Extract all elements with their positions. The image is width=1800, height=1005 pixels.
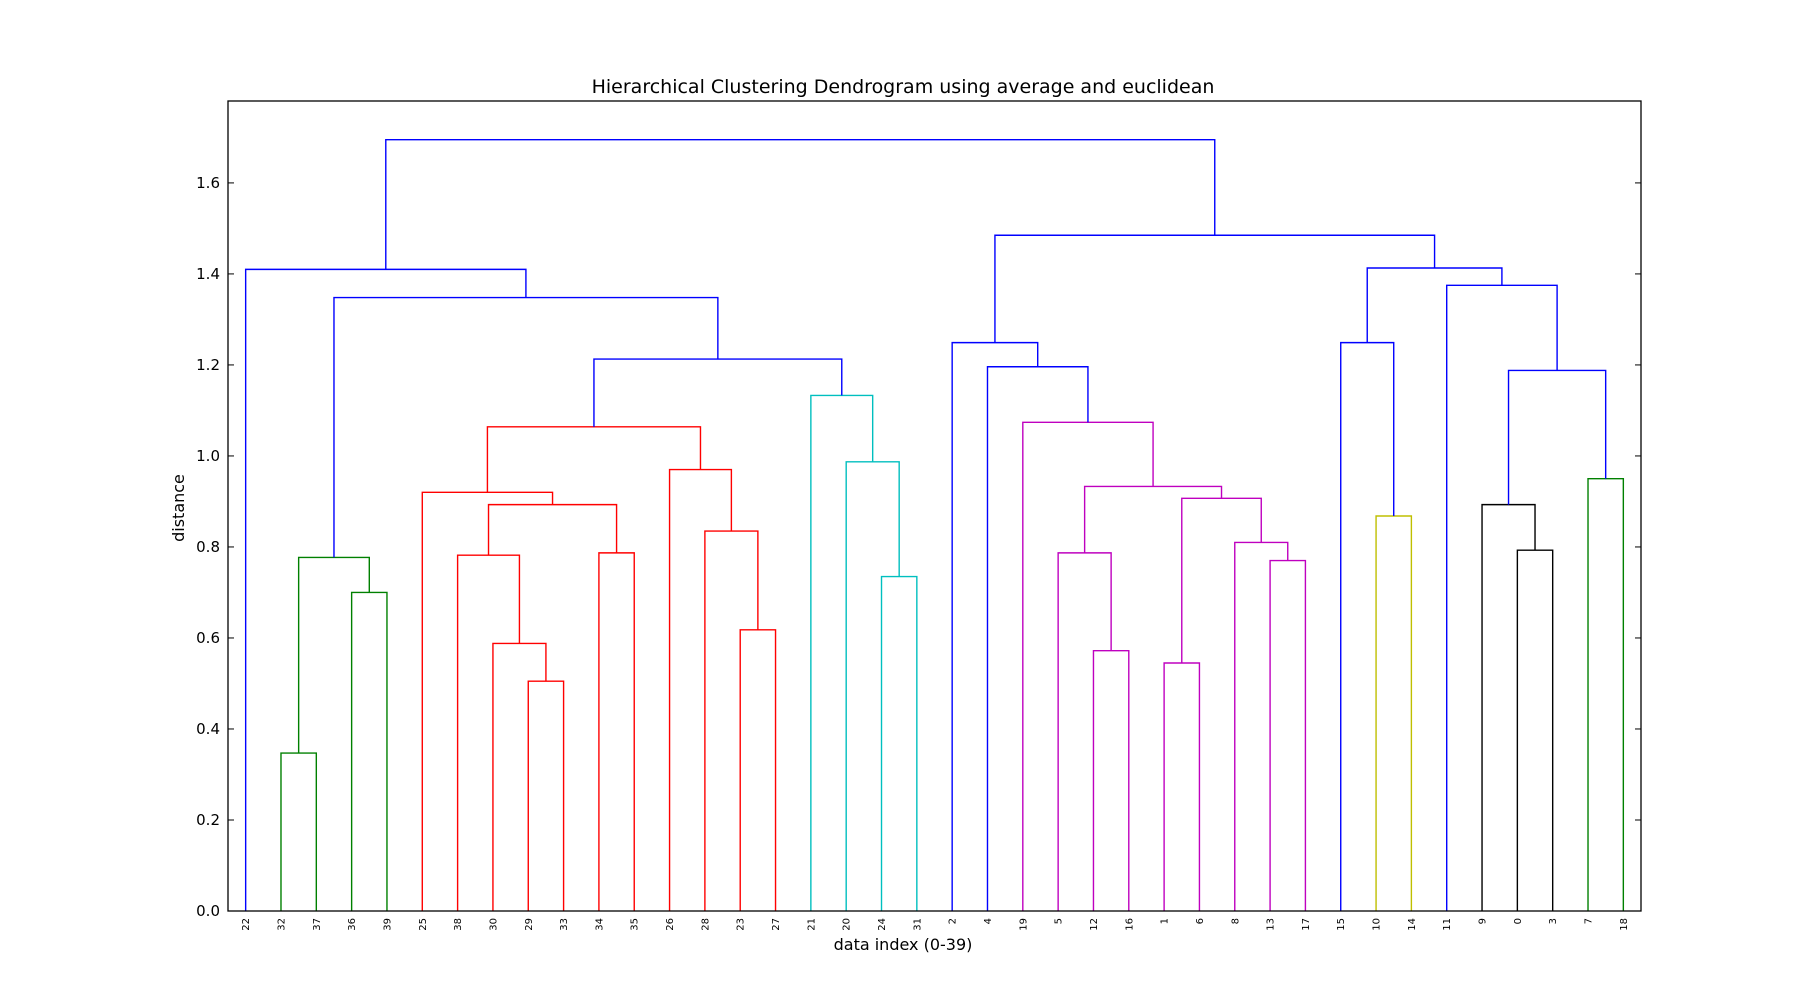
dendrogram-link-23 xyxy=(1234,541,1289,911)
dendrogram-link-26 xyxy=(1022,421,1154,911)
y-tick-label-3: 0.6 xyxy=(196,629,220,647)
dendrogram-link-37 xyxy=(994,234,1436,343)
x-tick-label-14: 23 xyxy=(736,918,747,931)
x-tick-label-18: 24 xyxy=(877,918,888,931)
x-axis-label: data index (0-39) xyxy=(834,935,973,954)
x-tick-label-2: 37 xyxy=(312,918,323,931)
x-tick-label-24: 12 xyxy=(1089,918,1100,931)
x-tick-label-4: 39 xyxy=(382,918,393,931)
dendrogram-link-13 xyxy=(880,575,918,911)
y-tick-label-5: 1.0 xyxy=(196,447,220,465)
x-tick-label-31: 15 xyxy=(1336,918,1347,931)
x-tick-label-22: 19 xyxy=(1018,918,1029,931)
dendrogram-link-31 xyxy=(1516,549,1554,911)
dendrogram-link-36 xyxy=(1366,267,1503,343)
y-axis-ticks: 0.0 0.2 0.4 0.6 0.8 1.0 1.2 1.4 1.6 xyxy=(196,174,1641,920)
dendrogram-link-6 xyxy=(598,552,635,911)
y-tick-label-7: 1.4 xyxy=(196,265,220,283)
x-tick-label-23: 5 xyxy=(1054,918,1065,924)
dendrogram-link-1 xyxy=(350,591,388,911)
plot-frame xyxy=(227,100,1642,912)
dendrogram-link-10 xyxy=(704,530,759,911)
dendrogram-link-12 xyxy=(486,426,702,493)
x-tick-label-5: 25 xyxy=(418,918,429,931)
dendrogram-link-5 xyxy=(456,554,521,911)
dendrogram-link-22 xyxy=(1269,559,1307,911)
x-tick-label-38: 7 xyxy=(1584,918,1595,924)
dendrogram-link-33 xyxy=(1587,477,1625,911)
dendrogram-link-29 xyxy=(1375,515,1413,911)
dendrogram-link-0 xyxy=(280,752,318,911)
y-tick-label-2: 0.4 xyxy=(196,720,220,738)
dendrogram-link-7 xyxy=(487,503,618,556)
y-tick-label-6: 1.2 xyxy=(196,356,220,374)
x-tick-label-8: 29 xyxy=(524,918,535,931)
x-tick-label-39: 18 xyxy=(1619,918,1630,931)
x-tick-label-7: 30 xyxy=(488,918,499,931)
x-tick-label-9: 33 xyxy=(559,918,570,931)
x-tick-label-12: 26 xyxy=(665,918,676,931)
x-tick-label-37: 3 xyxy=(1548,918,1559,924)
dendrogram-link-15 xyxy=(810,394,874,911)
dendrogram-links xyxy=(244,138,1625,911)
dendrogram-link-18 xyxy=(244,268,527,911)
dendrogram-link-14 xyxy=(845,461,900,911)
x-tick-label-16: 21 xyxy=(806,918,817,931)
x-tick-label-28: 8 xyxy=(1230,918,1241,924)
x-tick-label-19: 31 xyxy=(912,918,923,931)
dendrogram-link-32 xyxy=(1481,503,1536,911)
y-tick-label-0: 0.0 xyxy=(196,902,220,920)
dendrogram-link-16 xyxy=(593,358,843,427)
x-tick-label-21: 4 xyxy=(983,918,994,924)
x-tick-label-33: 14 xyxy=(1407,918,1418,931)
dendrogram-link-35 xyxy=(1446,284,1558,911)
dendrogram-link-2 xyxy=(297,556,370,754)
dendrogram-link-30 xyxy=(1340,341,1395,911)
dendrogram-link-19 xyxy=(1092,650,1130,911)
x-tick-label-27: 6 xyxy=(1195,918,1206,924)
x-tick-label-34: 11 xyxy=(1442,918,1453,931)
dendrogram-link-24 xyxy=(1181,497,1262,663)
x-tick-label-6: 38 xyxy=(453,918,464,931)
dendrogram-link-27 xyxy=(986,366,1089,911)
dendrogram-link-20 xyxy=(1057,552,1112,911)
dendrogram-link-38 xyxy=(385,138,1216,270)
y-axis-label: distance xyxy=(169,474,188,542)
x-tick-label-25: 16 xyxy=(1124,918,1135,931)
dendrogram-link-21 xyxy=(1163,662,1201,911)
dendrogram-link-11 xyxy=(668,468,733,911)
x-tick-label-15: 27 xyxy=(771,918,782,931)
dendrogram-link-4 xyxy=(492,642,547,911)
dendrogram-link-28 xyxy=(951,341,1039,911)
x-tick-label-17: 20 xyxy=(842,918,853,931)
x-tick-label-11: 35 xyxy=(630,918,641,931)
x-tick-label-26: 1 xyxy=(1160,918,1171,924)
dendrogram-link-25 xyxy=(1083,485,1223,553)
x-tick-label-32: 10 xyxy=(1372,918,1383,931)
y-tick-label-8: 1.6 xyxy=(196,174,220,192)
x-tick-label-29: 13 xyxy=(1266,918,1277,931)
x-tick-label-36: 0 xyxy=(1513,918,1524,924)
x-tick-label-30: 17 xyxy=(1301,918,1312,931)
dendrogram-link-34 xyxy=(1507,369,1607,505)
dendrogram-link-3 xyxy=(527,680,565,911)
x-tick-label-0: 22 xyxy=(241,918,252,931)
x-tick-label-3: 36 xyxy=(347,918,358,931)
x-axis-ticks: 22 32 37 36 39 25 38 30 29 33 34 35 26 28 23 27 21 20 24 31… xyxy=(241,918,1630,931)
x-tick-label-13: 28 xyxy=(700,918,711,931)
chart-title: Hierarchical Clustering Dendrogram using… xyxy=(592,76,1215,98)
x-tick-label-35: 9 xyxy=(1478,918,1489,924)
y-tick-label-1: 0.2 xyxy=(196,811,220,829)
y-tick-label-4: 0.8 xyxy=(196,538,220,556)
x-tick-label-1: 32 xyxy=(276,918,287,931)
x-tick-label-20: 2 xyxy=(948,918,959,924)
x-tick-label-10: 34 xyxy=(594,918,605,931)
dendrogram-link-9 xyxy=(739,629,777,911)
